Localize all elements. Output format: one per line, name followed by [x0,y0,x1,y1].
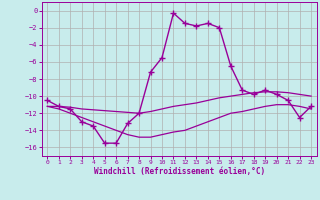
X-axis label: Windchill (Refroidissement éolien,°C): Windchill (Refroidissement éolien,°C) [94,167,265,176]
